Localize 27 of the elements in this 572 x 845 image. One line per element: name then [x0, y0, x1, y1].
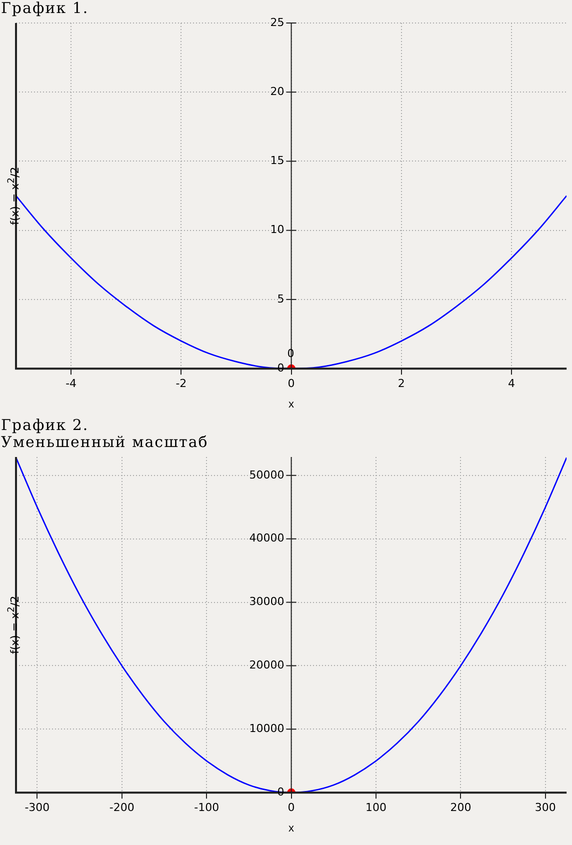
chart-title: График 2. [0, 416, 90, 434]
x-tick-label: -4 [66, 377, 77, 390]
y-tick-label: 20 [270, 84, 284, 98]
chart-title: График 1. [0, 0, 90, 17]
chart-subtitle: Уменьшенный масштаб [0, 433, 210, 451]
y-tick-label: 20000 [249, 658, 284, 672]
x-tick-label: 100 [366, 801, 387, 814]
x-tick-label: 0 [288, 377, 295, 390]
y-tick-label: 50000 [249, 468, 284, 482]
x-tick-label: -300 [24, 801, 50, 814]
x-axis-title: x [288, 822, 295, 834]
x-tick-label: 0 [288, 801, 295, 814]
y-tick-label: 10 [270, 223, 284, 236]
y-tick-label: 15 [270, 154, 284, 168]
x-tick-label: 4 [508, 377, 516, 390]
x-tick-label: -200 [109, 801, 134, 814]
y-tick-label: 10000 [249, 722, 284, 736]
y-tick-label: 25 [270, 16, 284, 29]
x-tick-label: -2 [176, 377, 187, 390]
x-tick-label: 300 [534, 801, 556, 814]
x-tick-label: 200 [450, 801, 472, 814]
x-tick-label: -100 [194, 801, 220, 814]
x-axis-title: x [288, 398, 295, 410]
x-tick-label: 2 [398, 377, 405, 390]
y-tick-label: 40000 [249, 532, 284, 545]
y-tick-label: 30000 [249, 595, 284, 608]
y-tick-label: 5 [277, 292, 284, 306]
